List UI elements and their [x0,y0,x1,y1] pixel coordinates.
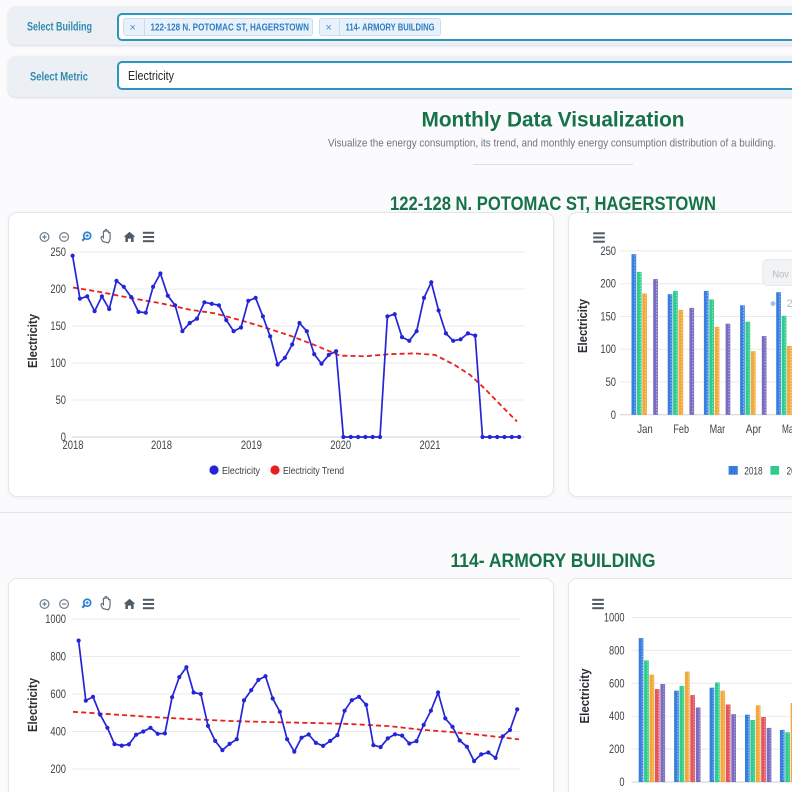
svg-text:1000: 1000 [604,611,625,625]
svg-text:50: 50 [56,393,67,407]
svg-text:114- ARMORY BUILDING: 114- ARMORY BUILDING [451,551,656,572]
svg-text:Feb: Feb [673,422,689,436]
svg-text:100: 100 [600,342,616,356]
svg-text:Select Metric: Select Metric [30,70,88,84]
svg-text:200: 200 [600,277,616,291]
svg-text:Jan: Jan [637,422,653,436]
svg-text:Electricity: Electricity [25,677,40,732]
svg-text:Nov: Nov [772,269,789,281]
svg-text:2018: 2018 [63,438,84,452]
svg-text:Apr: Apr [746,422,762,436]
svg-text:122-128 N. POTOMAC ST, HAGERST: 122-128 N. POTOMAC ST, HAGERSTOWN [390,194,716,215]
svg-text:2018: 2018 [744,466,763,478]
svg-text:50: 50 [606,375,617,389]
svg-text:250: 250 [600,244,616,258]
svg-text:1000: 1000 [45,612,66,626]
svg-text:2021: 2021 [420,438,441,452]
svg-text:800: 800 [609,643,625,657]
svg-text:0: 0 [61,430,66,444]
svg-text:2019: 2019 [241,438,262,452]
svg-text:May: May [782,422,792,436]
svg-text:Electricity: Electricity [577,668,592,724]
svg-text:2: 2 [787,298,792,310]
svg-text:Electricity: Electricity [25,313,40,368]
svg-text:200: 200 [50,762,66,776]
svg-text:800: 800 [50,650,66,664]
svg-text:2018: 2018 [151,438,172,452]
svg-text:Electricity: Electricity [128,69,175,83]
svg-text:Electricity: Electricity [222,465,261,477]
svg-text:150: 150 [50,319,66,333]
svg-text:114- ARMORY BUILDING: 114- ARMORY BUILDING [346,22,435,34]
svg-text:400: 400 [609,709,625,723]
svg-text:×: × [326,22,332,34]
svg-text:Monthly Data Visualization: Monthly Data Visualization [422,109,685,132]
svg-text:20: 20 [787,466,792,478]
svg-text:122-128 N. POTOMAC ST, HAGERST: 122-128 N. POTOMAC ST, HAGERSTOWN [151,22,310,34]
svg-text:200: 200 [50,282,66,296]
svg-text:250: 250 [50,245,66,259]
svg-text:×: × [130,22,136,34]
svg-text:Mar: Mar [710,422,726,436]
svg-text:200: 200 [609,742,625,756]
svg-text:0: 0 [611,408,616,422]
svg-text:Electricity Trend: Electricity Trend [283,465,344,477]
svg-text:400: 400 [50,725,66,739]
svg-text:0: 0 [619,775,624,789]
svg-text:Select Building: Select Building [27,20,92,34]
svg-text:2020: 2020 [330,438,351,452]
svg-text:600: 600 [50,687,66,701]
svg-text:150: 150 [600,309,616,323]
svg-text:Electricity: Electricity [575,298,590,353]
svg-text:600: 600 [609,676,625,690]
svg-text:100: 100 [50,356,66,370]
svg-text:Visualize the energy consumpti: Visualize the energy consumption, its tr… [328,138,776,150]
